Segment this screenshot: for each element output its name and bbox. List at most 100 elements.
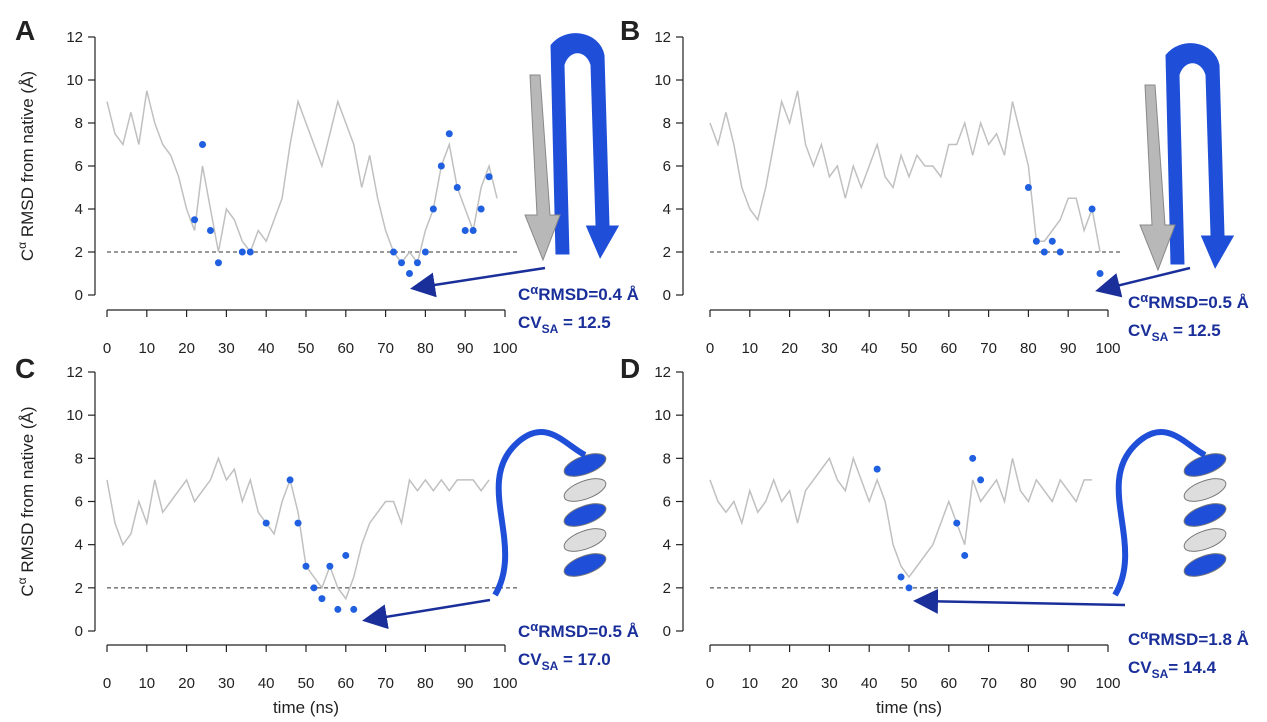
y-tick-label: 4 — [663, 201, 671, 218]
x-tick-label: 70 — [377, 675, 394, 692]
y-axis-title-c: C — [18, 249, 37, 261]
y-tick-label: 0 — [75, 287, 83, 304]
highlight-point — [437, 162, 445, 170]
highlight-point — [294, 519, 302, 527]
x-tick-label: 40 — [861, 675, 878, 692]
strand — [549, 32, 621, 262]
panel-label: B — [620, 15, 640, 46]
x-axis-title: time (ns) — [273, 698, 339, 717]
ann-c: C — [518, 285, 530, 304]
y-tick-label: 6 — [75, 158, 83, 175]
ann-sup: α — [530, 619, 538, 634]
x-tick-label: 80 — [1020, 340, 1037, 357]
highlight-point — [413, 259, 421, 267]
highlight-point — [199, 141, 207, 148]
highlight-point — [969, 454, 977, 462]
x-tick-label: 30 — [218, 340, 235, 357]
x-tick-label: 20 — [781, 675, 798, 692]
y-tick-label: 2 — [663, 244, 671, 261]
x-tick-label: 90 — [1060, 340, 1077, 357]
y-tick-label: 8 — [75, 115, 83, 132]
highlight-point — [334, 605, 342, 613]
y-tick-label: 12 — [66, 364, 83, 381]
highlight-point — [469, 227, 477, 234]
ann-sub: SA — [542, 659, 559, 673]
highlight-point — [238, 248, 246, 256]
highlight-point — [961, 551, 969, 559]
x-tick-label: 70 — [980, 675, 997, 692]
cv-annotation: CVSA = 17.0 — [518, 650, 611, 673]
x-tick-label: 10 — [741, 340, 758, 357]
x-tick-label: 100 — [492, 340, 517, 357]
y-tick-label: 8 — [75, 450, 83, 467]
helix-turn — [1183, 553, 1227, 577]
highlight-point — [318, 595, 326, 603]
structure-illustration — [1112, 429, 1227, 597]
highlight-point — [897, 573, 905, 581]
highlight-point — [390, 248, 398, 256]
x-tick-label: 30 — [821, 340, 838, 357]
pointer-arrow — [1095, 266, 1191, 298]
highlight-point — [905, 584, 913, 592]
highlight-point — [206, 227, 214, 234]
highlight-point — [1040, 248, 1048, 256]
y-tick-label: 2 — [75, 580, 83, 597]
x-tick-label: 20 — [178, 675, 195, 692]
coil — [1112, 429, 1207, 597]
y-tick-label: 12 — [654, 364, 671, 381]
ann-sub: SA — [542, 322, 559, 336]
ann-sub: SA — [1152, 667, 1169, 681]
highlight-point — [286, 476, 294, 484]
structure-illustration — [492, 429, 607, 597]
highlight-point — [953, 519, 961, 527]
x-tick-label: 60 — [940, 675, 957, 692]
panel-label: A — [15, 15, 35, 46]
y-tick-label: 2 — [75, 244, 83, 261]
x-tick-label: 40 — [258, 675, 275, 692]
ann-rmsd: RMSD=0.5 Å — [1148, 293, 1249, 312]
ann-cv: CV — [1128, 658, 1152, 677]
ann-cv-text: = 14.4 — [1168, 658, 1216, 677]
cv-annotation: CVSA = 12.5 — [1128, 321, 1221, 344]
y-tick-label: 8 — [663, 115, 671, 132]
x-tick-label: 90 — [457, 340, 474, 357]
y-tick-label: 10 — [66, 407, 83, 424]
highlight-point — [485, 173, 493, 181]
x-axis-title: time (ns) — [876, 698, 942, 717]
ann-rmsd: RMSD=0.5 Å — [538, 622, 639, 641]
strand — [1139, 84, 1176, 272]
x-tick-label: 50 — [901, 340, 918, 357]
rmsd-trace — [709, 455, 1093, 579]
x-tick-label: 30 — [821, 675, 838, 692]
y-tick-label: 2 — [663, 580, 671, 597]
x-tick-label: 10 — [138, 340, 155, 357]
ann-sup: α — [1140, 627, 1148, 642]
highlight-point — [1048, 237, 1056, 245]
highlight-point — [1088, 205, 1096, 213]
helix-turn — [563, 478, 607, 502]
x-tick-label: 0 — [706, 675, 714, 692]
rmsd-annotation: CαRMSD=0.5 Å — [1128, 290, 1249, 312]
x-tick-label: 10 — [741, 675, 758, 692]
panel-label: D — [620, 353, 640, 384]
y-axis-title: Cα RMSD from native (Å) — [15, 406, 37, 596]
x-tick-label: 80 — [417, 675, 434, 692]
structure-illustration — [524, 32, 621, 262]
x-tick-label: 70 — [980, 340, 997, 357]
highlight-point — [302, 562, 310, 570]
y-axis-title-text: RMSD from native (Å) — [18, 71, 37, 242]
y-tick-label: 8 — [663, 450, 671, 467]
ann-rmsd: RMSD=1.8 Å — [1148, 630, 1249, 649]
y-axis-title-c: C — [18, 584, 37, 596]
x-tick-label: 90 — [1060, 675, 1077, 692]
pointer-arrow — [362, 598, 491, 630]
y-tick-label: 0 — [663, 287, 671, 304]
ann-sub: SA — [1152, 330, 1169, 344]
y-tick-label: 0 — [75, 623, 83, 640]
pointer-arrow — [410, 266, 546, 298]
y-axis-title-text: RMSD from native (Å) — [18, 406, 37, 577]
highlight-point — [1096, 270, 1104, 277]
structure-illustration — [1139, 42, 1236, 272]
x-tick-label: 30 — [218, 675, 235, 692]
ann-cv-text: = 12.5 — [558, 313, 610, 332]
